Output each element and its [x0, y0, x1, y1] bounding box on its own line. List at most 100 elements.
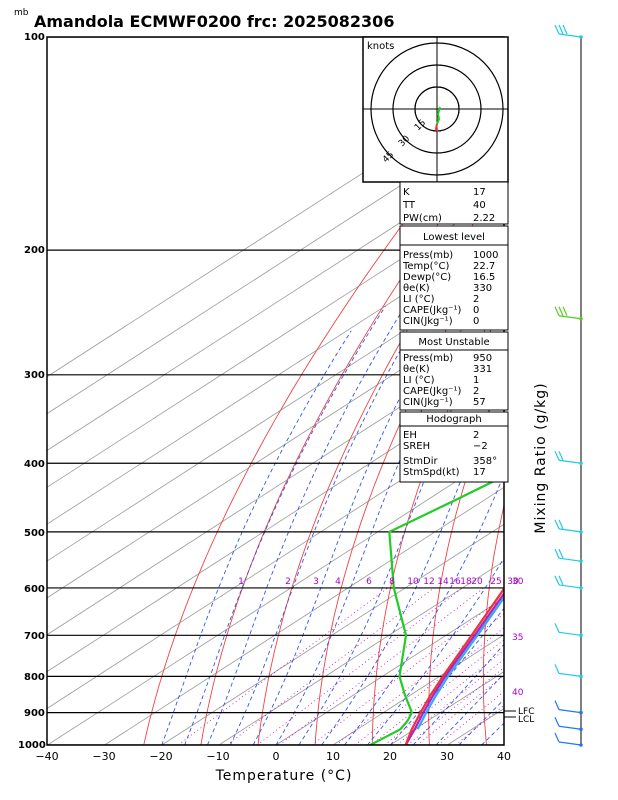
mixing-ratio-label: 2 — [285, 577, 291, 587]
wind-barb-shaft — [558, 725, 582, 730]
wind-barb-dot — [579, 674, 583, 679]
wind-barb — [554, 451, 583, 466]
hodograph-param-label: StmSpd(kt) — [403, 467, 460, 478]
temperature-axis: −40 −30 −20 −10 0 10 20 30 40 — [35, 750, 511, 763]
hodograph-params-box — [399, 411, 509, 483]
wind-barb-shaft — [558, 459, 582, 464]
lowest-level-label: CAPE(Jkg⁻¹) — [403, 305, 461, 316]
wind-barb-dot — [579, 530, 583, 534]
mixing-ratio-label: 14 — [437, 577, 449, 587]
wind-barb — [554, 716, 583, 732]
wind-barb-dot — [579, 586, 583, 590]
t-tick-label: −20 — [149, 750, 172, 763]
p-tick-label: 300 — [24, 370, 45, 381]
moist-adiabat — [275, 254, 504, 745]
lowest-level-label: Dewp(°C) — [403, 272, 451, 283]
dry-adiabat — [200, 133, 504, 745]
lowest-level-value: 2 — [473, 294, 479, 305]
hodograph-trace-green — [436, 106, 441, 125]
lcl-label: LCL — [518, 715, 534, 725]
isotherm — [47, 228, 504, 525]
p-tick-label: 500 — [24, 528, 45, 539]
wind-barb — [554, 700, 583, 715]
lowest-level-value: 1000 — [473, 250, 498, 261]
most-unstable-value: 331 — [473, 364, 492, 375]
wind-barb-flag — [554, 519, 560, 530]
x-axis-label: Temperature (°C) — [215, 768, 353, 784]
dry-adiabat — [588, 37, 618, 745]
wind-barb — [554, 575, 583, 590]
hodograph-param-label: StmDir — [403, 456, 438, 467]
pressure-axis: 100 200 300 400 500 600 700 800 900 1000 — [18, 32, 46, 751]
index-label: PW(cm) — [403, 213, 442, 224]
mixing-ratio-line — [455, 704, 504, 745]
moist-adiabat-label: 40 — [512, 688, 524, 698]
wind-barb-flag — [554, 306, 560, 316]
moist-adiabat — [412, 643, 504, 745]
wind-barb-flag — [554, 24, 560, 35]
parcel-trace — [404, 591, 504, 745]
dry-adiabat — [428, 373, 504, 745]
chart-title: Amandola ECMWF0200 frc: 2025082306 — [34, 12, 394, 31]
mixing-ratio-label: 3 — [313, 577, 319, 587]
p-tick-label: 900 — [24, 708, 45, 719]
wind-barb-flag — [554, 664, 560, 674]
most-unstable-value: 2 — [473, 386, 479, 397]
hodograph-param-value: −2 — [473, 441, 488, 452]
hodograph-param-label: EH — [403, 430, 417, 441]
wind-barb-dot — [579, 559, 583, 563]
p-tick-label: 1000 — [18, 740, 46, 751]
most-unstable-header: Most Unstable — [418, 337, 489, 348]
most-unstable-label: θe(K) — [403, 364, 430, 375]
wind-barb-shaft — [558, 584, 582, 589]
p-tick-label: 100 — [24, 32, 45, 43]
dry-adiabat — [482, 503, 504, 745]
wind-barb-flag — [554, 548, 560, 559]
mixing-ratio-line — [416, 674, 504, 745]
index-value: 2.22 — [473, 213, 495, 224]
index-value: 40 — [473, 200, 486, 211]
wind-barb-flag — [558, 306, 564, 316]
parcel-mu-trace — [416, 595, 504, 730]
mixing-ratio-label: 4 — [335, 577, 341, 587]
moist-adiabat — [206, 286, 418, 745]
lowest-level-box — [399, 225, 509, 331]
wind-barb — [554, 519, 583, 534]
lfc-label: LFC — [518, 707, 534, 717]
lowest-level-label: Temp(°C) — [402, 261, 450, 272]
mixing-ratio-label: 12 — [423, 577, 434, 587]
dry-adiabat — [143, 93, 504, 745]
moist-adiabat — [161, 330, 352, 745]
p-tick-label: 700 — [24, 631, 45, 642]
most-unstable-label: CIN(Jkg⁻¹) — [403, 397, 453, 408]
lowest-level-label: CIN(Jkg⁻¹) — [403, 316, 453, 327]
hodograph-unit: knots — [367, 41, 394, 52]
wind-barb-shaft — [558, 315, 582, 320]
moist-adiabat — [229, 264, 452, 745]
moist-adiabat-label: 30 — [512, 577, 524, 587]
profiles — [369, 474, 504, 745]
lowest-level-label: LI (°C) — [403, 294, 435, 305]
t-tick-label: −10 — [206, 750, 229, 763]
lowest-level-value: 16.5 — [473, 272, 495, 283]
wind-barb-flag — [554, 575, 560, 586]
wind-barb-flag — [558, 24, 564, 35]
y-axis-right-label: Mixing Ratio (g/kg) — [533, 382, 549, 533]
p-tick-label: 200 — [24, 245, 45, 256]
isotherm — [47, 192, 504, 488]
wind-barb — [554, 623, 583, 638]
wind-barb-shaft — [558, 33, 582, 38]
mixing-ratio-labels: 1 2 3 4 6 8 10 12 14 16 18 20 25 30 — [238, 577, 519, 587]
wind-barb-flag — [554, 623, 560, 633]
isotherm — [47, 155, 504, 451]
wind-barb-dot — [579, 316, 583, 321]
isotherm — [47, 376, 504, 673]
isotherm — [47, 339, 504, 636]
hodograph-param-label: SREH — [403, 441, 430, 452]
most-unstable-label: Press(mb) — [403, 353, 453, 364]
hodograph-trace-red — [434, 123, 439, 132]
hodograph-params-header: Hodograph — [426, 414, 481, 425]
wind-barb — [554, 664, 583, 679]
isotherm — [104, 486, 504, 745]
t-tick-label: −30 — [92, 750, 115, 763]
